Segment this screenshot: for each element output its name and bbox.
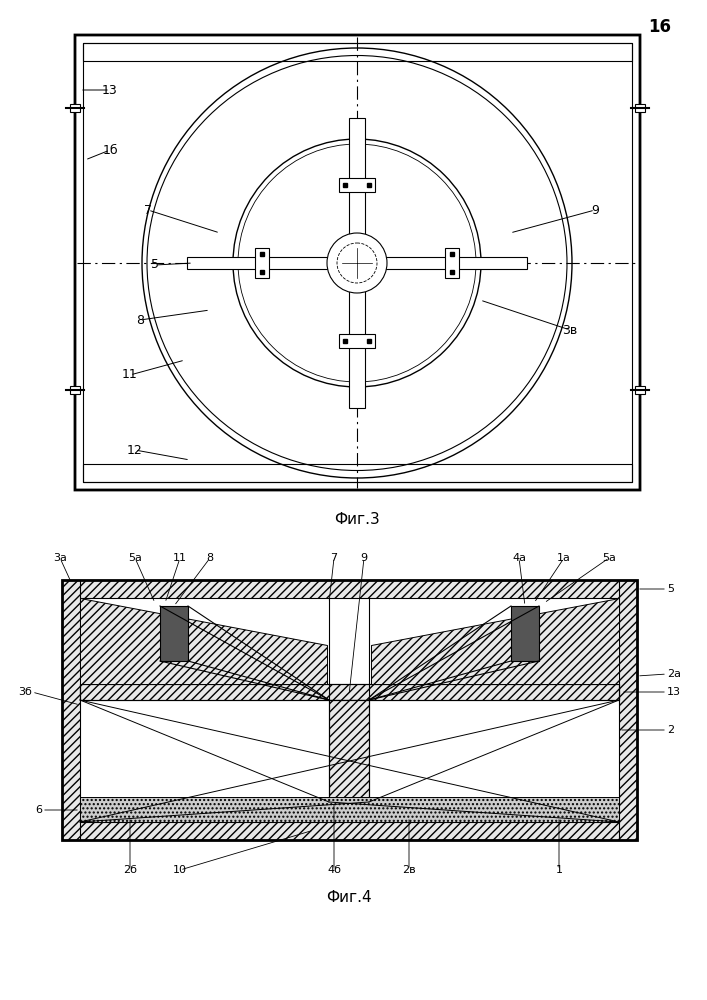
Text: 2: 2 <box>667 725 674 735</box>
Text: Фиг.4: Фиг.4 <box>326 890 372 906</box>
Bar <box>70 104 80 112</box>
Text: 5а: 5а <box>602 553 616 563</box>
Text: 7: 7 <box>144 204 152 217</box>
Text: 7: 7 <box>330 553 337 563</box>
Bar <box>619 580 637 840</box>
Bar <box>160 606 188 661</box>
Text: 3а: 3а <box>53 553 67 563</box>
Text: 10: 10 <box>173 865 187 875</box>
Bar <box>349 118 365 408</box>
Bar <box>511 606 539 661</box>
Polygon shape <box>371 598 619 684</box>
Text: 5: 5 <box>151 258 159 271</box>
Bar <box>80 797 619 822</box>
Text: 2а: 2а <box>667 669 681 679</box>
Bar <box>635 104 645 112</box>
Bar <box>62 822 637 840</box>
Text: 16: 16 <box>648 18 672 36</box>
Bar <box>62 580 637 598</box>
Text: 1а: 1а <box>557 553 571 563</box>
Text: 4б: 4б <box>327 865 341 875</box>
Bar <box>187 257 527 269</box>
Text: 1б: 1б <box>103 143 118 156</box>
Text: 5а: 5а <box>128 553 142 563</box>
Polygon shape <box>80 598 327 684</box>
Bar <box>329 700 369 802</box>
Bar <box>83 43 632 482</box>
Text: 13: 13 <box>667 687 681 697</box>
Text: 9: 9 <box>591 204 599 217</box>
Text: 3б: 3б <box>18 687 32 697</box>
Text: 11: 11 <box>173 553 187 563</box>
Bar <box>62 580 80 840</box>
Text: 11: 11 <box>122 368 138 381</box>
Bar <box>339 178 375 192</box>
Text: 1: 1 <box>556 865 563 875</box>
Text: 8: 8 <box>206 553 214 563</box>
Bar <box>83 464 632 482</box>
Text: Фиг.3: Фиг.3 <box>334 512 380 528</box>
Bar <box>83 43 632 61</box>
Bar <box>70 386 80 394</box>
Bar <box>339 334 375 348</box>
Bar <box>445 248 459 278</box>
Bar <box>255 248 269 278</box>
Bar <box>80 684 619 700</box>
Text: 3в: 3в <box>562 324 578 336</box>
Text: 4а: 4а <box>512 553 526 563</box>
Circle shape <box>327 233 387 293</box>
Bar <box>329 700 369 802</box>
Text: 8: 8 <box>136 314 144 326</box>
Text: 9: 9 <box>361 553 368 563</box>
Text: 13: 13 <box>102 84 118 97</box>
Text: 2б: 2б <box>123 865 137 875</box>
Bar <box>62 580 637 840</box>
Bar <box>635 386 645 394</box>
Text: 6: 6 <box>35 805 42 815</box>
Text: 5: 5 <box>667 584 674 594</box>
Text: 2в: 2в <box>402 865 416 875</box>
Text: 12: 12 <box>127 444 143 456</box>
Bar <box>80 684 619 700</box>
